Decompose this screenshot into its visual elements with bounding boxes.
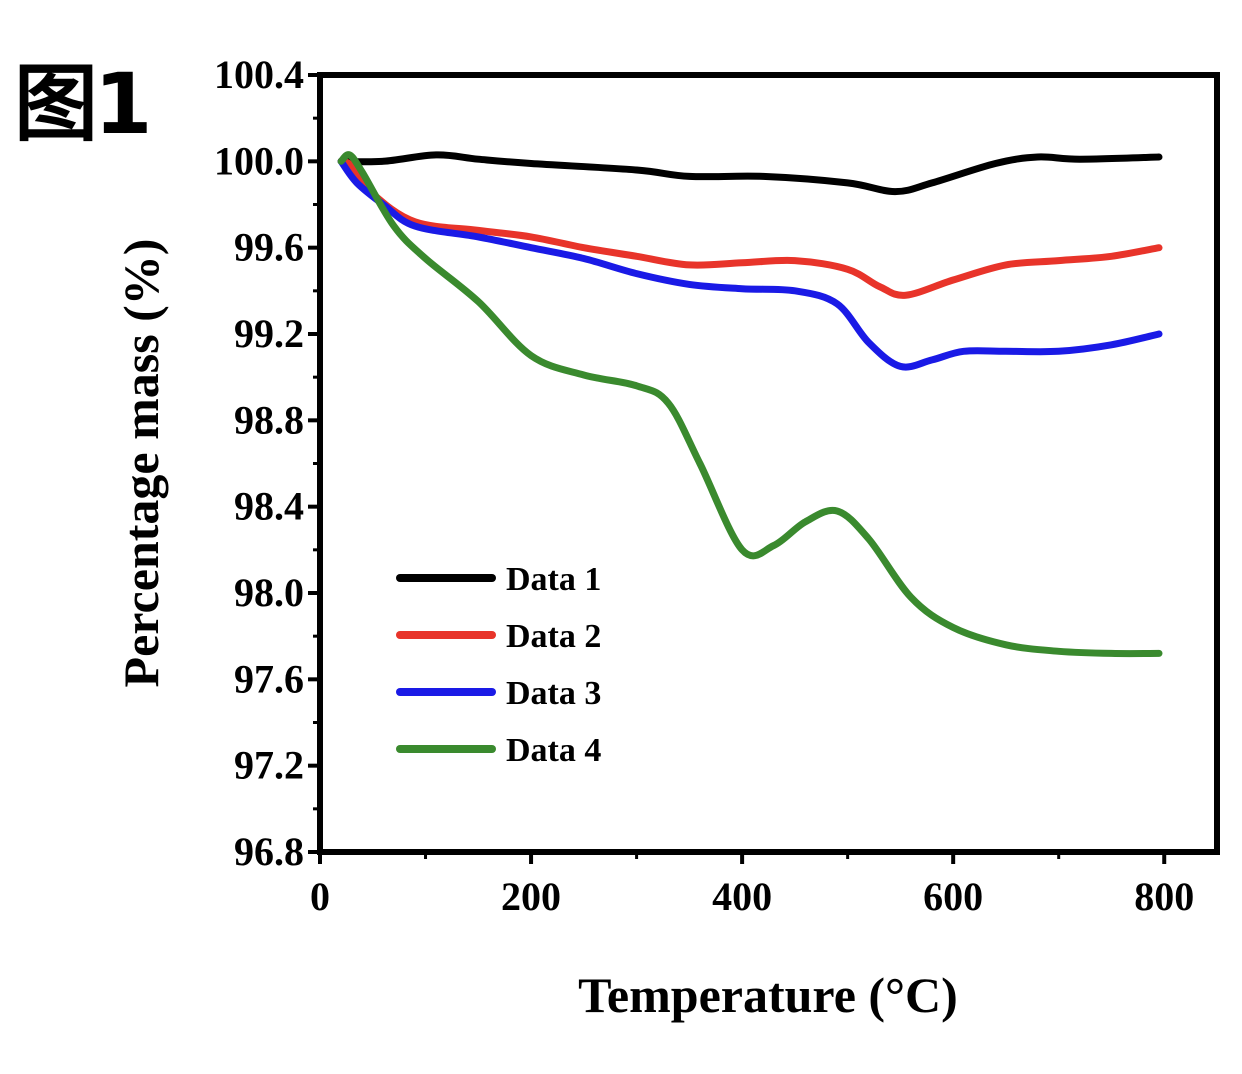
series-line-3 — [337, 157, 1163, 371]
legend-label-2: Data 2 — [506, 618, 601, 655]
x-axis-ticks: 0 200 400 600 800 — [310, 852, 1194, 919]
x-axis-title: Temperature (°C) — [578, 967, 958, 1023]
y-tick-label: 100.0 — [214, 138, 304, 183]
legend-label-3: Data 3 — [506, 675, 601, 712]
y-tick-label: 98.8 — [234, 397, 304, 442]
y-axis-title: Percentage mass (%) — [113, 239, 169, 688]
series-line-4 — [337, 151, 1163, 658]
x-tick-label: 0 — [310, 874, 330, 919]
y-tick-label: 99.2 — [234, 311, 304, 356]
x-tick-label: 400 — [712, 874, 772, 919]
figure-label: 图1 — [14, 55, 152, 153]
y-tick-label: 99.6 — [234, 225, 304, 270]
x-tick-label: 600 — [923, 874, 983, 919]
series-line-2 — [337, 157, 1163, 299]
x-tick-label: 200 — [501, 874, 561, 919]
legend-label-1: Data 1 — [506, 561, 601, 598]
legend: Data 1 Data 2 Data 3 Data 4 — [396, 561, 601, 769]
y-tick-label: 96.8 — [234, 829, 304, 874]
y-axis-ticks: 96.8 97.2 97.6 98.0 98.4 98.8 99.2 99.6 100.0 100… — [214, 52, 320, 874]
plot-frame — [317, 72, 1220, 855]
y-tick-label: 98.4 — [234, 484, 304, 529]
y-tick-label: 100.4 — [214, 52, 304, 97]
x-tick-label: 800 — [1134, 874, 1194, 919]
legend-label-4: Data 4 — [506, 732, 601, 769]
y-tick-label: 97.2 — [234, 743, 304, 788]
y-tick-label: 97.6 — [234, 656, 304, 701]
series-line-1 — [337, 151, 1163, 196]
y-tick-label: 98.0 — [234, 570, 304, 615]
data-series — [337, 151, 1163, 658]
